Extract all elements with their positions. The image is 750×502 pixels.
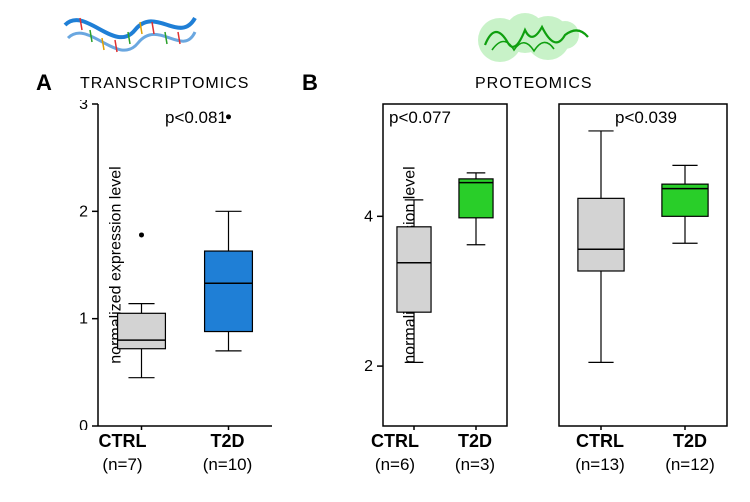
svg-text:0: 0: [79, 418, 88, 430]
xg-b2-t2d-n: (n=12): [665, 455, 715, 474]
header-row: A TRANSCRIPTOMICS B PROTEOMICS: [0, 0, 750, 100]
xg-b2-ctrl-n: (n=13): [575, 455, 625, 474]
xg-b1-t2d-label: T2D: [458, 431, 492, 451]
body-row: normalized expression level p<0.081 0123…: [0, 100, 750, 430]
header-left: A TRANSCRIPTOMICS: [0, 0, 300, 100]
panel-a-xlabels: CTRL (n=7) T2D (n=10): [0, 430, 300, 490]
panel-b1-xlabels: CTRL (n=6) T2D (n=3): [300, 430, 525, 490]
panel-a-plot: 0 1 2 3: [70, 100, 280, 430]
panel-b1-pval: p<0.077: [389, 108, 451, 128]
panel-a-title: TRANSCRIPTOMICS: [80, 75, 249, 93]
header-right: B PROTEOMICS: [300, 0, 750, 100]
panel-a-letter: A: [36, 70, 52, 96]
xlabels-row: CTRL (n=7) T2D (n=10) CTRL (n=6) T2D: [0, 430, 750, 490]
figure: A TRANSCRIPTOMICS B PROTEOMICS normalize…: [0, 0, 750, 502]
xg-a-ctrl-n: (n=7): [102, 455, 142, 474]
xg-b1-ctrl-label: CTRL: [371, 431, 419, 451]
panel-a-body: normalized expression level p<0.081 0123: [0, 100, 300, 430]
xg-a-t2d: T2D (n=10): [175, 430, 280, 477]
xg-b2-t2d: T2D (n=12): [645, 430, 735, 477]
svg-text:2: 2: [364, 358, 373, 375]
xg-a-t2d-n: (n=10): [203, 455, 253, 474]
rna-icon: [60, 0, 200, 70]
svg-text:4: 4: [364, 208, 373, 225]
panel-b2-pval: p<0.039: [615, 108, 677, 128]
svg-text:1: 1: [79, 311, 88, 328]
panel-b-title: PROTEOMICS: [475, 75, 593, 93]
xg-b1-ctrl: CTRL (n=6): [355, 430, 435, 477]
panel-b2-body: p<0.039: [525, 100, 750, 430]
svg-text:3: 3: [79, 100, 88, 113]
panel-b2-plot: [555, 100, 735, 430]
xg-b1-t2d: T2D (n=3): [435, 430, 515, 477]
xg-a-ctrl: CTRL (n=7): [70, 430, 175, 477]
panel-a-pval: p<0.081: [165, 108, 227, 128]
xg-b2-t2d-label: T2D: [673, 431, 707, 451]
svg-text:2: 2: [79, 203, 88, 220]
xg-b1-t2d-n: (n=3): [455, 455, 495, 474]
panel-b-xlabels: CTRL (n=6) T2D (n=3) CTRL (n=13): [300, 430, 750, 490]
protein-icon: [470, 5, 600, 70]
xg-b2-ctrl: CTRL (n=13): [555, 430, 645, 477]
panel-b1-body: normalized expression level p<0.077 24: [300, 100, 525, 430]
xg-b1-ctrl-n: (n=6): [375, 455, 415, 474]
panel-b-letter: B: [302, 70, 318, 96]
panel-b-body: normalized expression level p<0.077 24 p…: [300, 100, 750, 430]
panel-b1-plot: 24: [355, 100, 515, 430]
panel-b2-xlabels: CTRL (n=13) T2D (n=12): [525, 430, 750, 490]
xg-b2-ctrl-label: CTRL: [576, 431, 624, 451]
xg-a-t2d-label: T2D: [210, 431, 244, 451]
xg-a-ctrl-label: CTRL: [99, 431, 147, 451]
